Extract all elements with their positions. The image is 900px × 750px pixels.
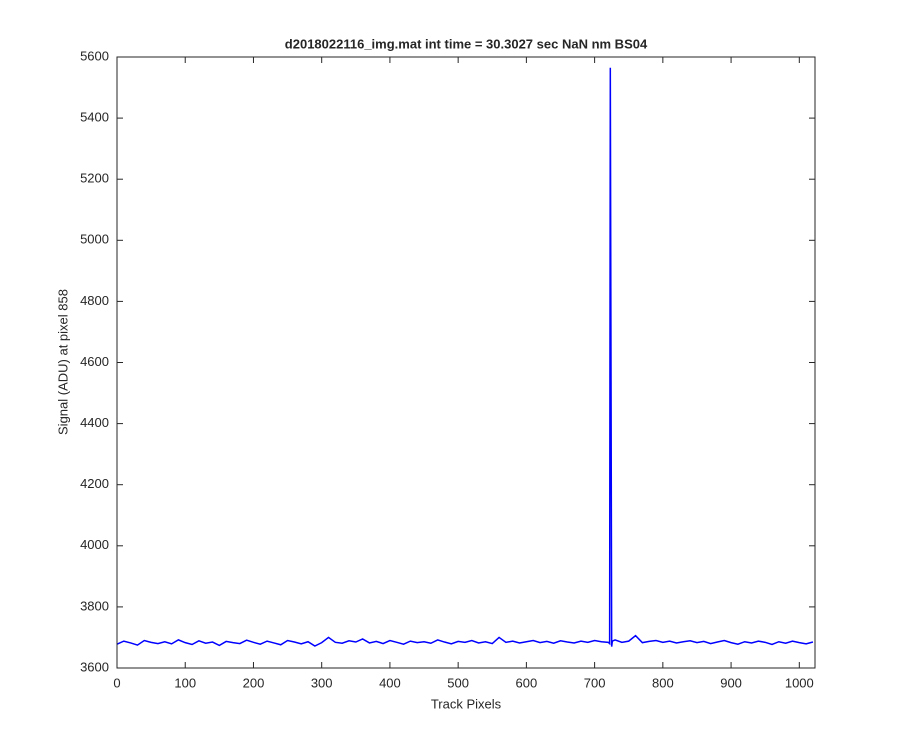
y-tick-label: 5600 — [80, 48, 109, 63]
y-tick-label: 3600 — [80, 659, 109, 674]
x-tick-label: 1000 — [785, 675, 814, 690]
y-tick-label: 5200 — [80, 171, 109, 186]
y-tick-label: 5000 — [80, 232, 109, 247]
x-tick-label: 500 — [447, 675, 469, 690]
chart-title: d2018022116_img.mat int time = 30.3027 s… — [285, 36, 648, 51]
y-tick-label: 5400 — [80, 110, 109, 125]
x-tick-label: 400 — [379, 675, 401, 690]
y-tick-label: 3800 — [80, 598, 109, 613]
x-tick-label: 800 — [652, 675, 674, 690]
y-tick-label: 4200 — [80, 476, 109, 491]
x-tick-label: 900 — [720, 675, 742, 690]
x-tick-label: 100 — [174, 675, 196, 690]
data-line — [116, 67, 814, 647]
y-tick-label: 4000 — [80, 537, 109, 552]
x-tick-label: 700 — [584, 675, 606, 690]
x-axis-label: Track Pixels — [431, 696, 502, 711]
x-tick-label: 0 — [113, 675, 120, 690]
x-tick-label: 200 — [243, 675, 265, 690]
y-tick-label: 4600 — [80, 354, 109, 369]
x-tick-label: 300 — [311, 675, 333, 690]
y-axis-label: Signal (ADU) at pixel 858 — [55, 289, 70, 435]
plot-frame — [116, 56, 816, 669]
y-tick-label: 4800 — [80, 293, 109, 308]
y-tick-label: 4400 — [80, 415, 109, 430]
x-tick-label: 600 — [516, 675, 538, 690]
